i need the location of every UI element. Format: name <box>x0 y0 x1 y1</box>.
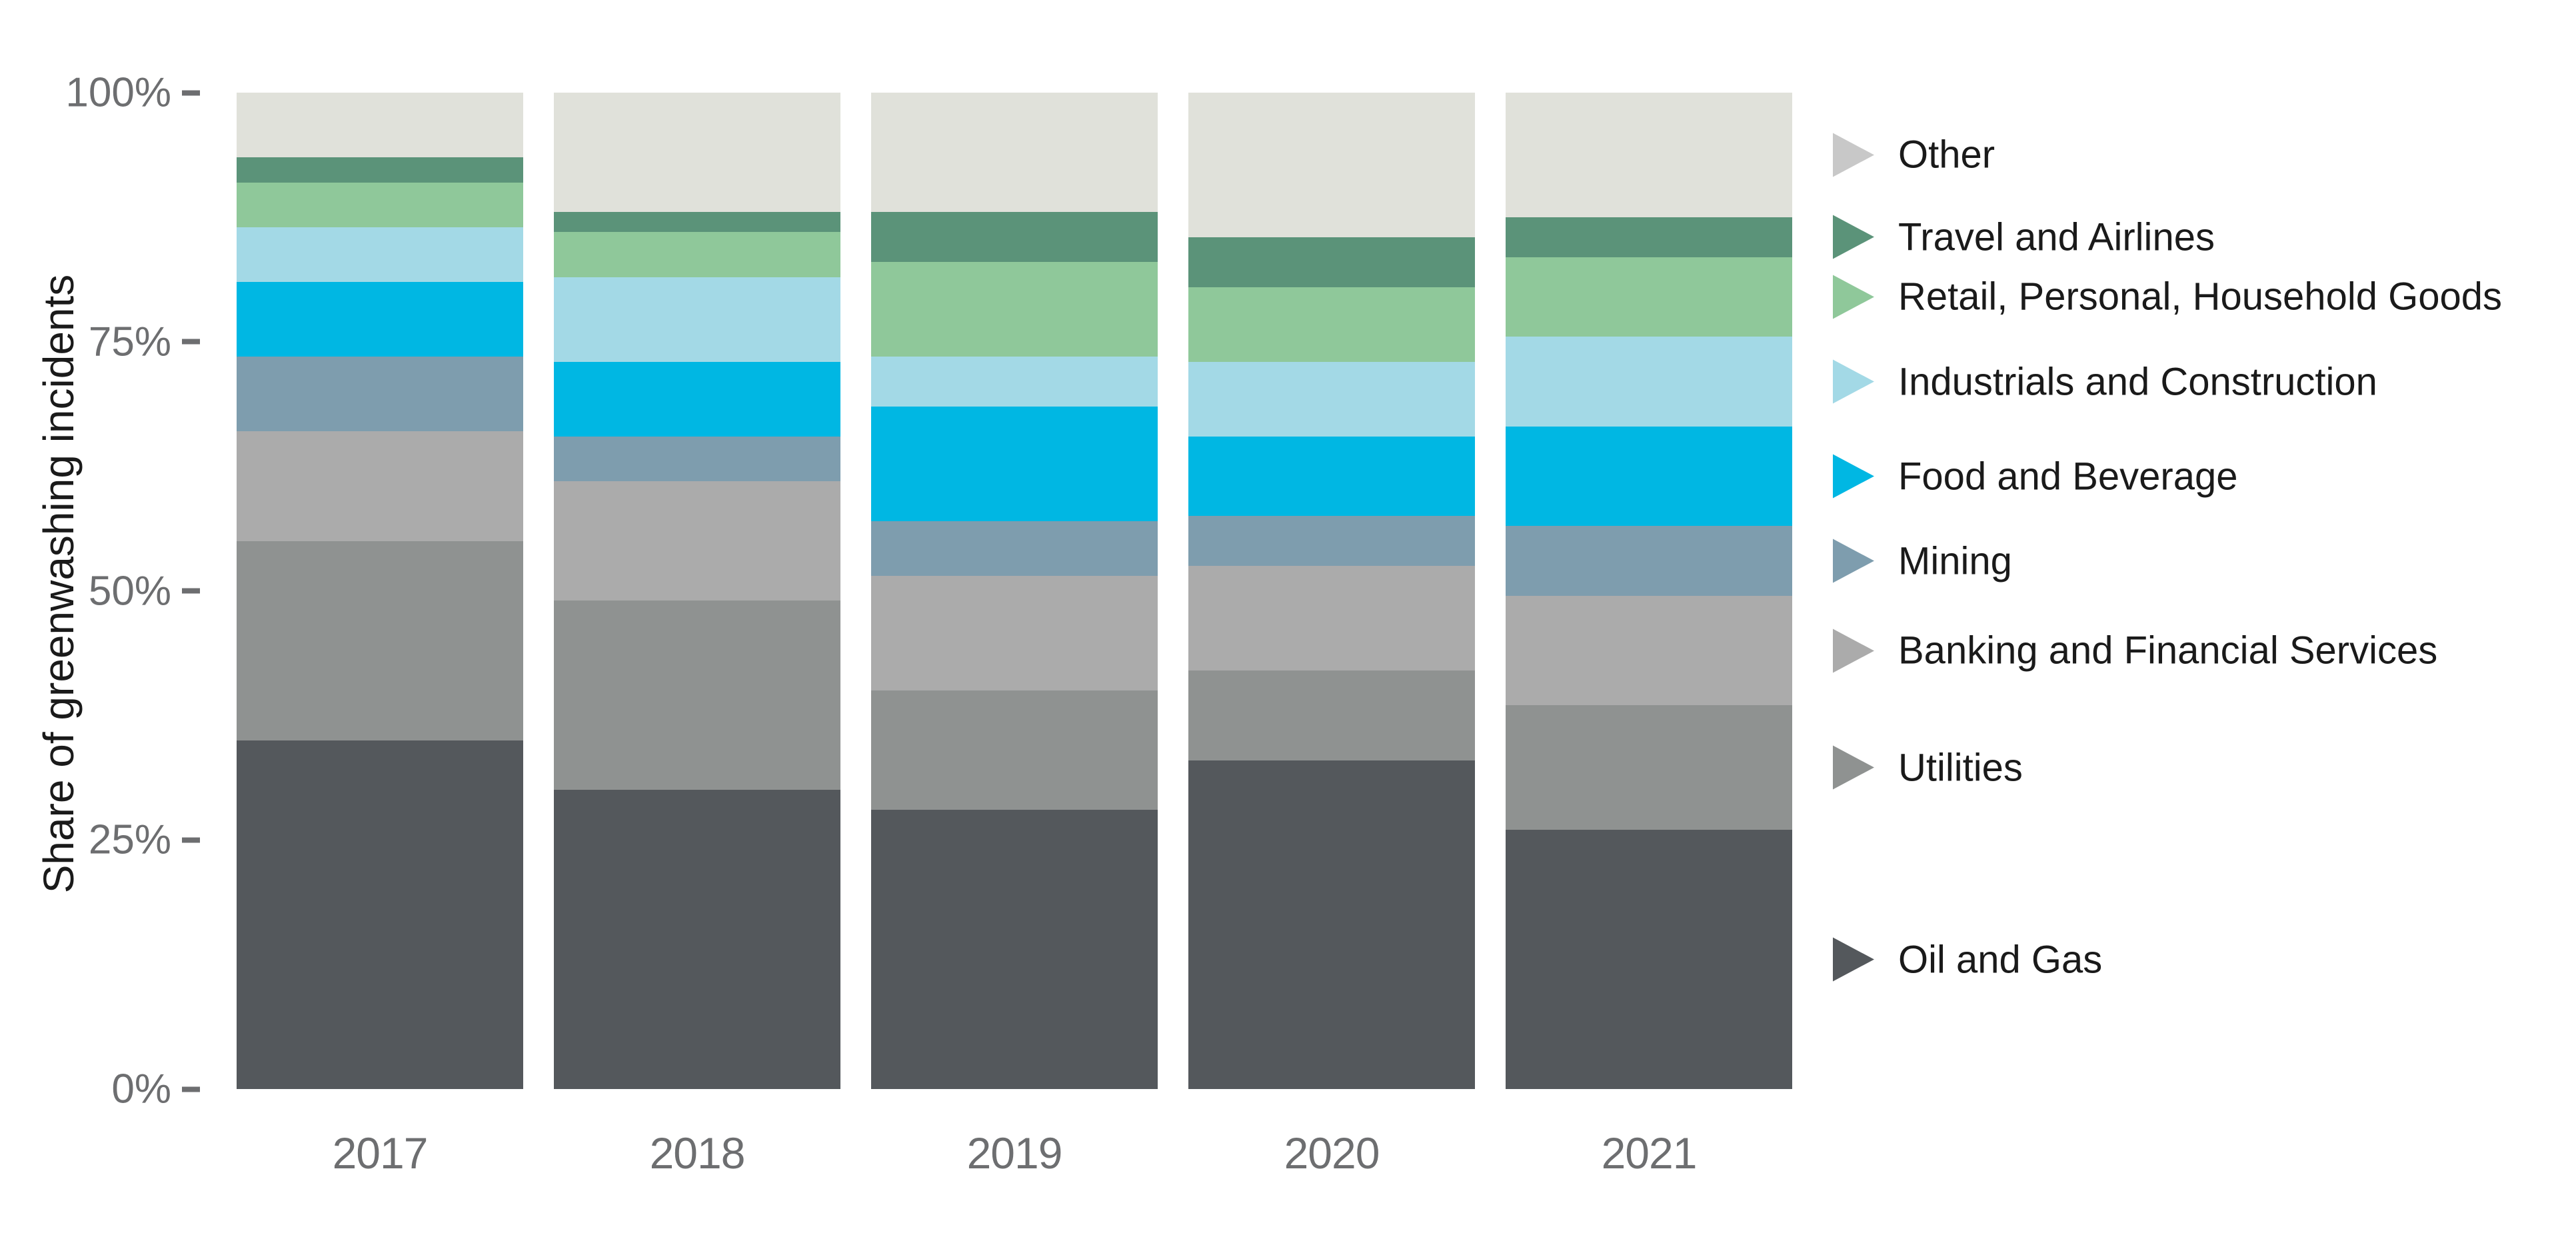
x-tick-label-2021: 2021 <box>1601 1128 1698 1178</box>
segment-2017-industrials-and-construction <box>237 227 523 283</box>
segment-2018-oil-and-gas <box>554 790 840 1089</box>
x-tick-label-2020: 2020 <box>1284 1128 1380 1178</box>
legend-label: Other <box>1898 133 1995 177</box>
segment-2017-retail-personal-household-goods <box>237 182 523 227</box>
legend-arrow-icon <box>1833 359 1874 404</box>
legend-arrow-icon <box>1833 133 1874 177</box>
segment-2018-mining <box>554 436 840 481</box>
y-tick-mark <box>182 837 200 843</box>
bar-2021 <box>1506 93 1792 1089</box>
segment-2020-banking-and-financial-services <box>1188 566 1475 671</box>
legend-item-other: Other <box>1833 133 1995 177</box>
segment-2018-food-and-beverage <box>554 361 840 437</box>
y-tick-mark <box>182 339 200 345</box>
segment-2021-oil-and-gas <box>1506 830 1792 1089</box>
y-tick-label: 25% <box>88 816 171 863</box>
x-tick-label-2018: 2018 <box>649 1128 746 1178</box>
legend-label: Travel and Airlines <box>1898 215 2215 259</box>
segment-2017-other <box>237 93 523 158</box>
y-tick-mark <box>182 90 200 95</box>
y-tick-mark <box>182 1086 200 1092</box>
legend-label: Mining <box>1898 539 2012 583</box>
y-tick-50: 50% <box>0 567 200 615</box>
x-tick-label-2019: 2019 <box>966 1128 1063 1178</box>
segment-2018-retail-personal-household-goods <box>554 232 840 277</box>
segment-2021-retail-personal-household-goods <box>1506 257 1792 337</box>
bar-2020 <box>1188 93 1475 1089</box>
bar-2017 <box>237 93 523 1089</box>
legend-item-mining: Mining <box>1833 539 2012 583</box>
segment-2017-food-and-beverage <box>237 282 523 357</box>
legend-item-industrials-and-construction: Industrials and Construction <box>1833 359 2377 404</box>
legend-label: Retail, Personal, Household Goods <box>1898 275 2502 319</box>
legend-arrow-icon <box>1833 539 1874 583</box>
legend-label: Industrials and Construction <box>1898 360 2377 404</box>
segment-2018-travel-and-airlines <box>554 212 840 233</box>
y-tick-label: 0% <box>111 1066 171 1112</box>
segment-2017-travel-and-airlines <box>237 157 523 183</box>
segment-2021-food-and-beverage <box>1506 426 1792 527</box>
y-tick-100: 100% <box>0 69 200 117</box>
segment-2019-other <box>871 93 1158 213</box>
bar-2019 <box>871 93 1158 1089</box>
segment-2017-banking-and-financial-services <box>237 431 523 541</box>
y-tick-mark <box>182 588 200 594</box>
legend-arrow-icon <box>1833 937 1874 982</box>
segment-2019-retail-personal-household-goods <box>871 262 1158 357</box>
legend-arrow-icon <box>1833 454 1874 499</box>
segment-2021-mining <box>1506 526 1792 596</box>
segment-2021-travel-and-airlines <box>1506 217 1792 257</box>
segment-2019-industrials-and-construction <box>871 357 1158 407</box>
segment-2019-banking-and-financial-services <box>871 576 1158 690</box>
segment-2020-mining <box>1188 516 1475 567</box>
segment-2021-industrials-and-construction <box>1506 337 1792 427</box>
legend-arrow-icon <box>1833 215 1874 259</box>
segment-2018-other <box>554 93 840 213</box>
y-tick-0: 0% <box>0 1066 200 1113</box>
segment-2019-utilities <box>871 690 1158 810</box>
legend-label: Utilities <box>1898 746 2023 790</box>
segment-2019-mining <box>871 521 1158 577</box>
legend-item-banking-and-financial-services: Banking and Financial Services <box>1833 628 2437 673</box>
segment-2020-industrials-and-construction <box>1188 361 1475 437</box>
y-tick-label: 50% <box>88 568 171 614</box>
segment-2019-food-and-beverage <box>871 406 1158 521</box>
segment-2020-food-and-beverage <box>1188 436 1475 517</box>
segment-2018-utilities <box>554 601 840 790</box>
segment-2019-travel-and-airlines <box>871 212 1158 263</box>
y-tick-label: 75% <box>88 319 171 365</box>
segment-2020-travel-and-airlines <box>1188 237 1475 287</box>
bar-2018 <box>554 93 840 1089</box>
segment-2020-utilities <box>1188 670 1475 760</box>
legend-arrow-icon <box>1833 745 1874 790</box>
segment-2020-retail-personal-household-goods <box>1188 287 1475 362</box>
segment-2018-industrials-and-construction <box>554 277 840 362</box>
segment-2017-oil-and-gas <box>237 740 523 1089</box>
legend-item-oil-and-gas: Oil and Gas <box>1833 937 2102 982</box>
segment-2021-other <box>1506 93 1792 217</box>
segment-2021-utilities <box>1506 705 1792 830</box>
legend-label: Food and Beverage <box>1898 455 2238 499</box>
legend-label: Banking and Financial Services <box>1898 628 2438 672</box>
y-tick-75: 75% <box>0 318 200 365</box>
segment-2020-oil-and-gas <box>1188 760 1475 1089</box>
segment-2017-utilities <box>237 541 523 740</box>
segment-2018-banking-and-financial-services <box>554 481 840 601</box>
legend-item-retail-personal-household-goods: Retail, Personal, Household Goods <box>1833 275 2502 319</box>
legend-arrow-icon <box>1833 628 1874 673</box>
legend-item-travel-and-airlines: Travel and Airlines <box>1833 215 2215 259</box>
legend-label: Oil and Gas <box>1898 938 2103 982</box>
segment-2017-mining <box>237 357 523 432</box>
legend-arrow-icon <box>1833 275 1874 319</box>
segment-2021-banking-and-financial-services <box>1506 595 1792 706</box>
x-tick-label-2017: 2017 <box>332 1128 429 1178</box>
legend-item-utilities: Utilities <box>1833 745 2023 790</box>
segment-2019-oil-and-gas <box>871 810 1158 1089</box>
segment-2020-other <box>1188 93 1475 237</box>
legend-item-food-and-beverage: Food and Beverage <box>1833 454 2237 499</box>
y-tick-label: 100% <box>65 69 171 116</box>
y-tick-25: 25% <box>0 816 200 864</box>
